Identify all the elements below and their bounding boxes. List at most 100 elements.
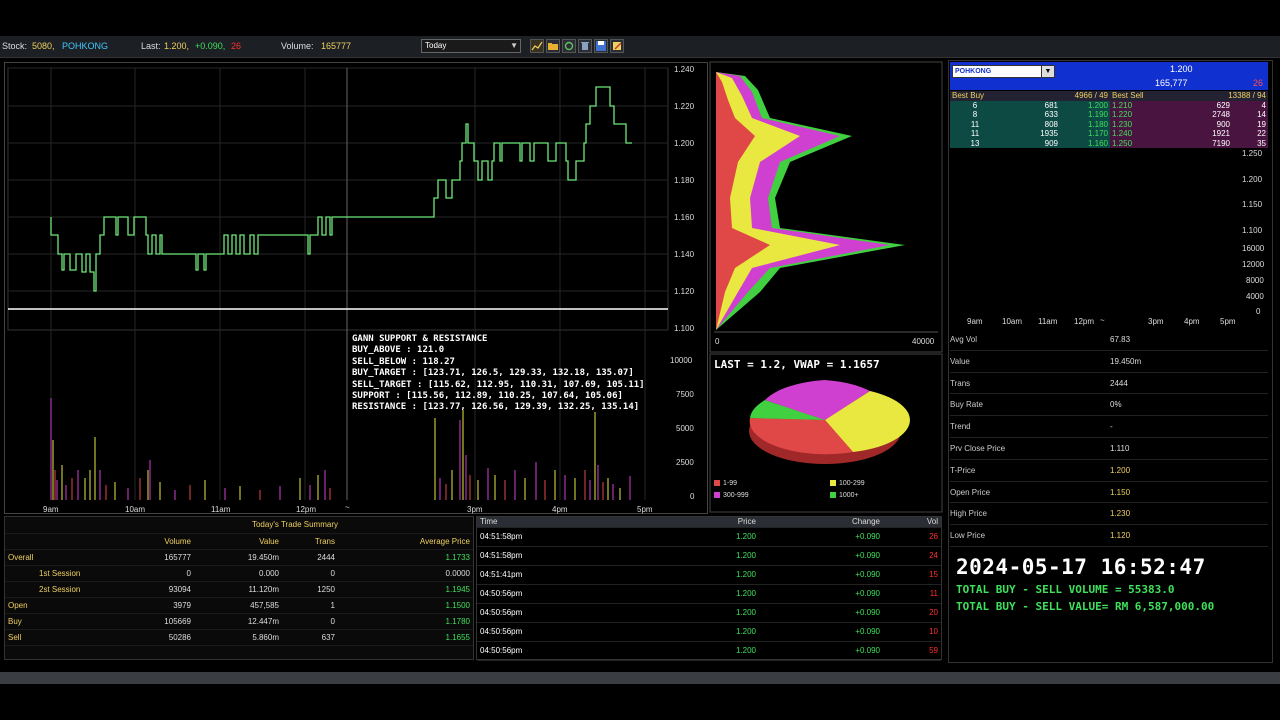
stats-list: Avg Vol 67.83 Value 19.450m Trans 2444 Buy …: [950, 329, 1268, 547]
stat-row: Low Price 1.120: [950, 525, 1268, 547]
ts-row: 04:50:56pm 1.200 +0.090 59: [477, 641, 941, 661]
mini-volume-tick: 16000: [1242, 244, 1265, 253]
last-vwap-label: LAST = 1.2, VWAP = 1.1657: [714, 358, 880, 371]
mini-volume-tick: 8000: [1246, 276, 1264, 285]
volume-bars: [50, 398, 631, 500]
volume-profile-panel: [709, 61, 943, 353]
quote-trades: 26: [1253, 78, 1264, 88]
depth-row: 11 808 1.180 1.230 900 19: [950, 119, 1268, 129]
best-buy-summary: 4966 / 49: [1060, 91, 1110, 101]
legend-item: 1000+: [830, 492, 859, 499]
price-tick: 1.100: [674, 324, 695, 333]
summary-row: Open 3979 457,585 1 1.1500: [5, 597, 473, 614]
summary-row: Sell 50286 5.860m 637 1.1655: [5, 629, 473, 646]
price-tick: 1.120: [674, 287, 695, 296]
time-tick: 11am: [211, 505, 231, 514]
mini-time-tick: 9am: [967, 317, 983, 326]
ts-row: 04:50:56pm 1.200 +0.090 11: [477, 584, 941, 604]
quote-header: POHKONG ▼ 1.200 165,777 26: [950, 62, 1268, 90]
market-depth: Best Buy 4966 / 49 Best Sell 13388 / 94 …: [950, 91, 1268, 148]
mini-time-tick: 12pm: [1074, 317, 1095, 326]
depth-row: 6 681 1.200 1.210 629 4: [950, 100, 1268, 110]
delete-icon[interactable]: [578, 39, 592, 53]
pie-chart: [749, 380, 910, 464]
ts-row: 04:51:58pm 1.200 +0.090 24: [477, 546, 941, 566]
gann-title: GANN SUPPORT & RESISTANCE: [352, 334, 488, 344]
volume-profile-chart: [716, 72, 905, 330]
profile-tick: 40000: [912, 337, 935, 346]
summary-col-value: Value: [194, 533, 282, 550]
ts-row: 04:50:56pm 1.200 +0.090 20: [477, 603, 941, 623]
volume-tick: 7500: [676, 390, 694, 399]
toolbar: Stock: 5080, POHKONG Last: 1.200, +0.090…: [0, 36, 1280, 58]
volume-value: 165777: [321, 41, 352, 51]
summary-col-avg: Average Price: [338, 533, 473, 550]
price-tick: 1.240: [674, 65, 695, 74]
edit-icon[interactable]: [610, 39, 624, 53]
volume-tick: 0: [690, 492, 695, 501]
chevron-down-icon: ▼: [510, 41, 518, 50]
summary-title: Today's Trade Summary: [117, 517, 473, 534]
depth-row: 8 633 1.190 1.220 2748 14: [950, 110, 1268, 120]
ts-row: 04:51:58pm 1.200 +0.090 26: [477, 527, 941, 547]
mini-time-tick: 5pm: [1220, 317, 1236, 326]
symbol-dropdown-icon[interactable]: ▼: [1041, 65, 1055, 78]
summary-row: Buy 105669 12.447m 0 1.1780: [5, 613, 473, 630]
legend-item: 300-999: [714, 492, 749, 499]
refresh-icon[interactable]: [562, 39, 576, 53]
mini-time-tick: 4pm: [1184, 317, 1200, 326]
ts-row: 04:50:56pm 1.200 +0.090 10: [477, 622, 941, 642]
last-price: 1.200,: [164, 41, 190, 51]
stat-row: High Price 1.230: [950, 503, 1268, 526]
legend-item: 100-299: [830, 480, 865, 487]
time-sales-table: Time Price Change Vol 04:51:58pm 1.200 +0.…: [476, 516, 942, 661]
last-trades: 26: [231, 41, 242, 51]
price-line: [50, 86, 632, 292]
time-tick: 12pm: [296, 505, 317, 514]
quote-price: 1.200: [1170, 64, 1193, 74]
depth-row: 13 909 1.160 1.250 7190 35: [950, 138, 1268, 148]
save-icon[interactable]: [594, 39, 608, 53]
volume-tick: 10000: [670, 356, 693, 365]
last-change: +0.090,: [195, 41, 226, 51]
stock-label: Stock:: [2, 41, 28, 51]
price-tick: 1.200: [674, 139, 695, 148]
quote-volume: 165,777: [1155, 78, 1188, 88]
status-bar: [0, 672, 1280, 684]
summary-col-trans: Trans: [282, 533, 338, 550]
price-chart-panel: [4, 62, 708, 514]
time-tick: 4pm: [552, 505, 568, 514]
ts-col-price: Price: [667, 517, 759, 528]
folder-open-icon[interactable]: [546, 39, 560, 53]
ts-col-vol: Vol: [883, 517, 941, 528]
datetime-label: 2024-05-17 16:52:47: [956, 555, 1206, 579]
stock-name: POHKONG: [62, 41, 109, 51]
mini-volume-tick: 4000: [1246, 292, 1264, 301]
summary-row: 2st Session 93094 11.120m 1250 1.1945: [5, 581, 473, 598]
overlay-text: 2024-05-17 16:52:47 TOTAL BUY - SELL VOL…: [956, 555, 1266, 613]
chart-icon[interactable]: [530, 39, 544, 53]
gann-resistance: RESISTANCE : [123.77, 126.56, 129.39, 13…: [352, 402, 640, 413]
gann-support: SUPPORT : [115.56, 112.89, 110.25, 107.6…: [352, 391, 623, 402]
summary-row: 1st Session 0 0.000 0 0.0000: [5, 565, 473, 582]
stat-row: T-Price 1.200: [950, 460, 1268, 482]
stock-code: 5080,: [32, 41, 55, 51]
symbol-input[interactable]: POHKONG ▼: [952, 65, 1055, 78]
time-tick: ~: [345, 503, 350, 512]
time-tick: 5pm: [637, 505, 653, 514]
mini-price-tick: 1.150: [1242, 200, 1263, 209]
stat-row: Trend -: [950, 416, 1268, 438]
stat-row: Avg Vol 67.83: [950, 329, 1268, 351]
volume-tick: 5000: [676, 424, 694, 433]
gann-buy-target: BUY_TARGET : [123.71, 126.5, 129.33, 132…: [352, 368, 634, 379]
legend-item: 1-99: [714, 480, 737, 487]
pie-panel: [709, 353, 943, 513]
buy-sell-volume: TOTAL BUY - SELL VOLUME = 55383.0: [956, 583, 1175, 596]
stat-row: Prv Close Price 1.110: [950, 438, 1268, 460]
trade-summary-table: Today's Trade Summary Volume Value Trans…: [4, 516, 474, 660]
period-select[interactable]: Today ▼: [421, 39, 521, 53]
gann-sell-target: SELL_TARGET : [115.62, 112.95, 110.31, 1…: [352, 379, 645, 390]
depth-row: 11 1935 1.170 1.240 1921 22: [950, 129, 1268, 139]
best-sell-summary: 13388 / 94: [1160, 91, 1268, 101]
time-tick: 3pm: [467, 505, 483, 514]
